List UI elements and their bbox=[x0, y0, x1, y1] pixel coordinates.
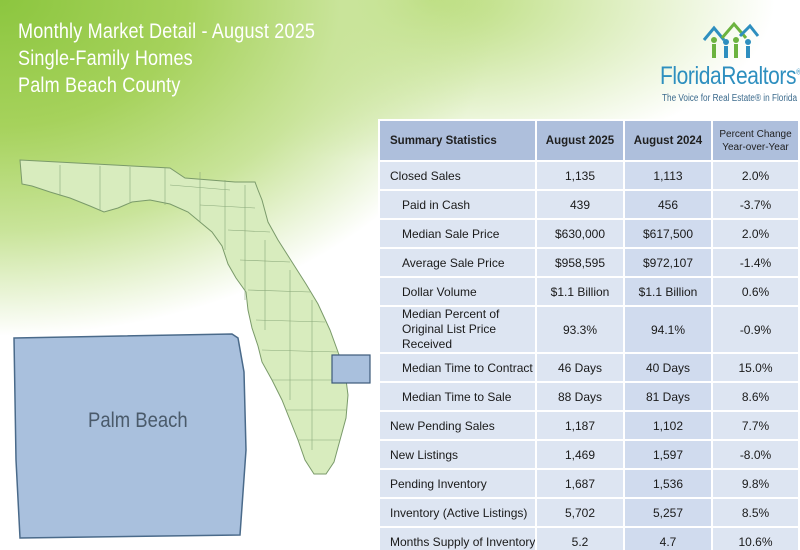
cell-pct-change: -8.0% bbox=[711, 439, 800, 470]
report-header: Monthly Market Detail - August 2025 Sing… bbox=[18, 18, 364, 99]
row-label: Months Supply of Inventory bbox=[378, 526, 537, 550]
cell-aug-2024: $1.1 Billion bbox=[623, 276, 713, 307]
cell-aug-2025: 1,135 bbox=[535, 160, 625, 191]
row-label: Closed Sales bbox=[378, 160, 537, 191]
table-row: Closed Sales 1,135 1,113 2.0% bbox=[378, 160, 800, 191]
region-name: Palm Beach County bbox=[18, 74, 181, 97]
cell-pct-change: 10.6% bbox=[711, 526, 800, 550]
cell-pct-change: 2.0% bbox=[711, 160, 800, 191]
logo-tagline: The Voice for Real Estate® in Florida bbox=[662, 93, 798, 104]
table-row: Median Sale Price $630,000 $617,500 2.0% bbox=[378, 218, 800, 249]
cell-pct-change: -1.4% bbox=[711, 247, 800, 278]
table-row: New Listings 1,469 1,597 -8.0% bbox=[378, 439, 800, 470]
cell-aug-2024: 81 Days bbox=[623, 381, 713, 412]
cell-pct-change: 15.0% bbox=[711, 352, 800, 383]
cell-pct-change: 0.6% bbox=[711, 276, 800, 307]
cell-aug-2025: $1.1 Billion bbox=[535, 276, 625, 307]
cell-aug-2025: 1,469 bbox=[535, 439, 625, 470]
logo-wordmark: FloridaRealtors® bbox=[660, 62, 800, 90]
cell-aug-2024: 1,102 bbox=[623, 410, 713, 441]
florida-map bbox=[13, 159, 371, 539]
cell-aug-2024: $972,107 bbox=[623, 247, 713, 278]
header-percent-change: Percent Change Year-over-Year bbox=[711, 119, 800, 162]
cell-aug-2024: 4.7 bbox=[623, 526, 713, 550]
cell-aug-2024: 5,257 bbox=[623, 497, 713, 528]
table-row: Average Sale Price $958,595 $972,107 -1.… bbox=[378, 247, 800, 278]
cell-aug-2025: $958,595 bbox=[535, 247, 625, 278]
table-row: New Pending Sales 1,187 1,102 7.7% bbox=[378, 410, 800, 441]
row-label: Inventory (Active Listings) bbox=[378, 497, 537, 528]
cell-aug-2024: $617,500 bbox=[623, 218, 713, 249]
houses-people-icon bbox=[702, 21, 760, 58]
cell-aug-2025: 5.2 bbox=[535, 526, 625, 550]
table-row: Median Percent of Original List Price Re… bbox=[378, 305, 800, 354]
row-label: Median Time to Contract bbox=[378, 352, 537, 383]
header-summary-statistics: Summary Statistics bbox=[378, 119, 537, 162]
table-row: Inventory (Active Listings) 5,702 5,257 … bbox=[378, 497, 800, 528]
table-row: Dollar Volume $1.1 Billion $1.1 Billion … bbox=[378, 276, 800, 307]
cell-pct-change: 7.7% bbox=[711, 410, 800, 441]
row-label: Median Time to Sale bbox=[378, 381, 537, 412]
cell-pct-change: 8.5% bbox=[711, 497, 800, 528]
cell-aug-2024: 1,113 bbox=[623, 160, 713, 191]
header-august-2024: August 2024 bbox=[623, 119, 713, 162]
cell-aug-2025: 1,687 bbox=[535, 468, 625, 499]
cell-pct-change: 9.8% bbox=[711, 468, 800, 499]
row-label: Average Sale Price bbox=[378, 247, 537, 278]
table-row: Paid in Cash 439 456 -3.7% bbox=[378, 189, 800, 220]
table-row: Pending Inventory 1,687 1,536 9.8% bbox=[378, 468, 800, 499]
cell-aug-2025: 88 Days bbox=[535, 381, 625, 412]
cell-aug-2025: 1,187 bbox=[535, 410, 625, 441]
header-august-2025: August 2025 bbox=[535, 119, 625, 162]
palm-beach-inset bbox=[13, 333, 247, 539]
cell-pct-change: -0.9% bbox=[711, 305, 800, 354]
palm-beach-highlight bbox=[331, 354, 371, 384]
cell-aug-2025: 5,702 bbox=[535, 497, 625, 528]
cell-aug-2024: 1,597 bbox=[623, 439, 713, 470]
table-header-row: Summary Statistics August 2025 August 20… bbox=[378, 119, 800, 162]
cell-pct-change: 8.6% bbox=[711, 381, 800, 412]
row-label: Dollar Volume bbox=[378, 276, 537, 307]
cell-aug-2025: 439 bbox=[535, 189, 625, 220]
cell-aug-2025: 93.3% bbox=[535, 305, 625, 354]
cell-pct-change: 2.0% bbox=[711, 218, 800, 249]
cell-aug-2025: 46 Days bbox=[535, 352, 625, 383]
cell-aug-2025: $630,000 bbox=[535, 218, 625, 249]
row-label: Median Percent of Original List Price Re… bbox=[378, 305, 537, 354]
summary-statistics-table: Summary Statistics August 2025 August 20… bbox=[378, 119, 800, 550]
inset-county-label: Palm Beach bbox=[88, 409, 188, 432]
row-label: Median Sale Price bbox=[378, 218, 537, 249]
cell-aug-2024: 456 bbox=[623, 189, 713, 220]
row-label: New Pending Sales bbox=[378, 410, 537, 441]
cell-aug-2024: 40 Days bbox=[623, 352, 713, 383]
row-label: New Listings bbox=[378, 439, 537, 470]
table-row: Months Supply of Inventory 5.2 4.7 10.6% bbox=[378, 526, 800, 550]
table-row: Median Time to Sale 88 Days 81 Days 8.6% bbox=[378, 381, 800, 412]
row-label: Pending Inventory bbox=[378, 468, 537, 499]
cell-aug-2024: 94.1% bbox=[623, 305, 713, 354]
property-type: Single-Family Homes bbox=[18, 47, 193, 70]
table-row: Median Time to Contract 46 Days 40 Days … bbox=[378, 352, 800, 383]
report-title: Monthly Market Detail - August 2025 bbox=[18, 20, 316, 43]
row-label: Paid in Cash bbox=[378, 189, 537, 220]
cell-pct-change: -3.7% bbox=[711, 189, 800, 220]
cell-aug-2024: 1,536 bbox=[623, 468, 713, 499]
